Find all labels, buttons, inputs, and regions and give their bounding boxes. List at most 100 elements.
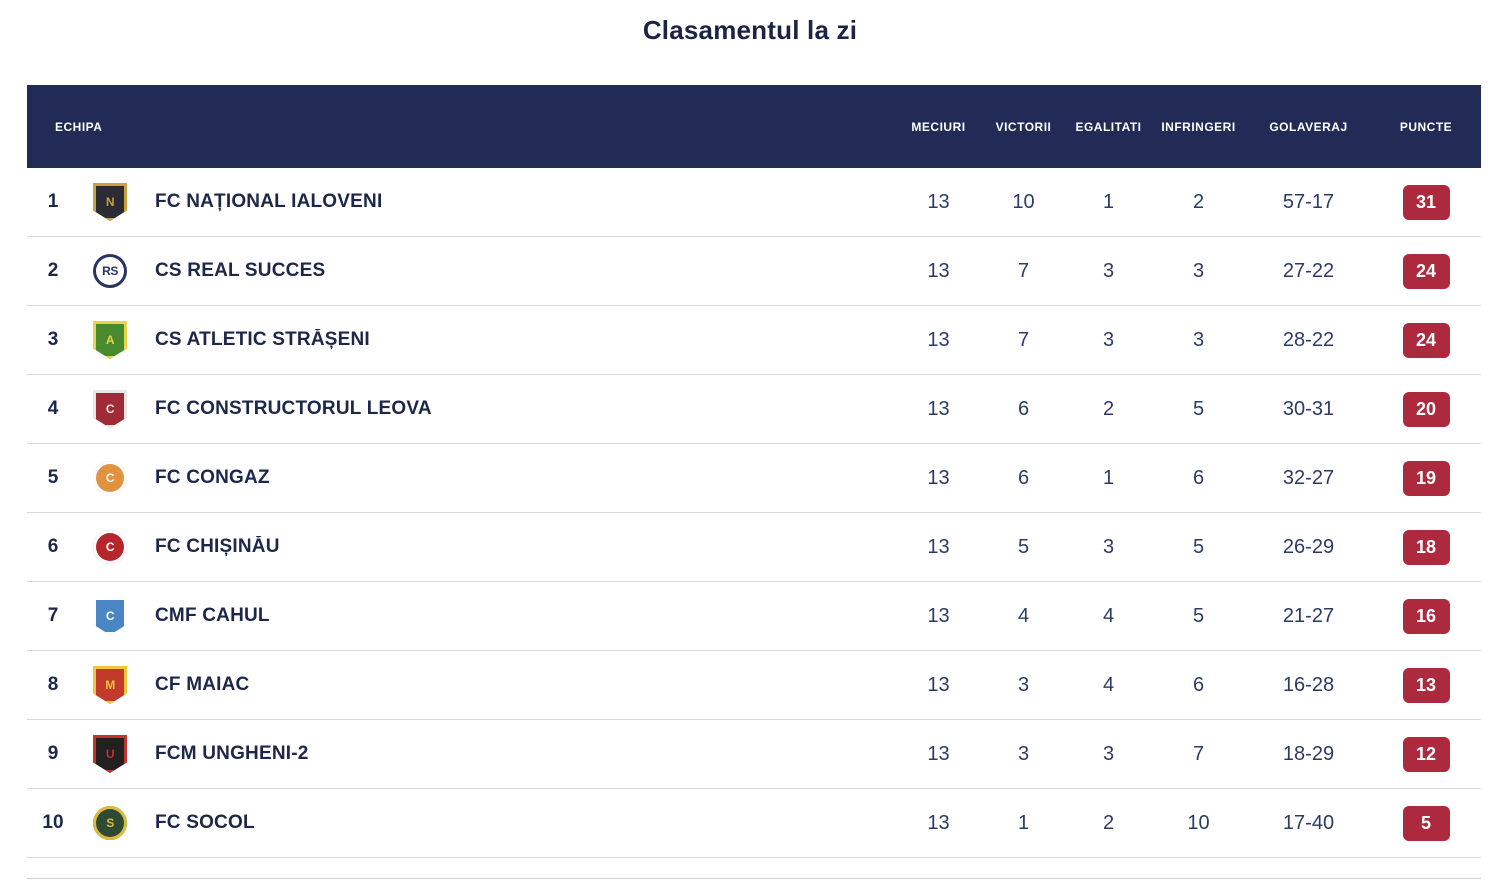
table-header-row: ECHIPA MECIURI VICTORII EGALITATI INFRIN… (27, 85, 1481, 168)
points-cell: 31 (1371, 184, 1481, 220)
team-name: FC CONSTRUCTORUL LEOVA (155, 398, 432, 419)
wins-value: 3 (1017, 742, 1030, 765)
draws-value: 2 (1102, 811, 1115, 834)
table-row: 8 M CF MAIAC 13 3 4 6 16-28 13 (27, 651, 1481, 720)
team-crest-cell: C (79, 390, 141, 428)
team-name: CS REAL SUCCES (155, 260, 326, 281)
team-crest-initial: C (105, 402, 115, 416)
team-crest-cell: RS (79, 254, 141, 288)
draws-value: 4 (1102, 673, 1115, 696)
goal-difference-value: 26-29 (1282, 535, 1335, 558)
position-number: 4 (47, 398, 59, 419)
points-badge: 13 (1402, 667, 1450, 703)
wins-value: 7 (1017, 259, 1030, 282)
points-cell: 24 (1371, 322, 1481, 358)
draws-value: 3 (1102, 259, 1115, 282)
team-crest-cell: U (79, 735, 141, 773)
team-name: CF MAIAC (155, 674, 250, 695)
team-crest-cell: C (79, 530, 141, 564)
matches-played-value: 13 (927, 811, 950, 834)
wins-value: 10 (1012, 190, 1035, 213)
position-number: 10 (42, 812, 64, 833)
position-number: 5 (47, 467, 59, 488)
column-header-puncte: PUNCTE (1399, 119, 1453, 134)
matches-played-value: 13 (927, 466, 950, 489)
matches-played-value: 13 (927, 673, 950, 696)
wins-value: 4 (1017, 604, 1030, 627)
goal-difference-value: 30-31 (1282, 397, 1335, 420)
points-cell: 13 (1371, 667, 1481, 703)
table-row: 3 A CS ATLETIC STRĂȘENI 13 7 3 3 28-22 2… (27, 306, 1481, 375)
team-crest-initial: C (105, 609, 115, 623)
points-badge: 19 (1402, 460, 1450, 496)
table-row: 5 C FC CONGAZ 13 6 1 6 32-27 19 (27, 444, 1481, 513)
points-badge: 18 (1402, 529, 1450, 565)
team-name: FC NAȚIONAL IALOVENI (155, 191, 383, 212)
matches-played-value: 13 (927, 604, 950, 627)
points-cell: 18 (1371, 529, 1481, 565)
wins-value: 6 (1017, 466, 1030, 489)
matches-played-value: 13 (927, 190, 950, 213)
points-badge: 16 (1402, 598, 1450, 634)
column-header-egalitati: EGALITATI (1075, 119, 1142, 134)
goal-difference-value: 18-29 (1282, 742, 1335, 765)
table-row: 1 N FC NAȚIONAL IALOVENI 13 10 1 2 57-17… (27, 168, 1481, 237)
losses-value: 10 (1187, 811, 1210, 834)
draws-value: 1 (1102, 466, 1115, 489)
wins-value: 6 (1017, 397, 1030, 420)
section-divider (27, 878, 1481, 879)
points-badge: 24 (1402, 253, 1450, 289)
points-badge: 5 (1402, 805, 1450, 841)
column-header-victorii: VICTORII (995, 119, 1052, 134)
goal-difference-value: 17-40 (1282, 811, 1335, 834)
team-crest-initial: N (105, 195, 115, 209)
position-number: 2 (47, 260, 59, 281)
team-name: CMF CAHUL (155, 605, 270, 626)
table-row: 6 C FC CHIȘINĂU 13 5 3 5 26-29 18 (27, 513, 1481, 582)
matches-played-value: 13 (927, 328, 950, 351)
position-number: 1 (47, 191, 59, 212)
table-body: 1 N FC NAȚIONAL IALOVENI 13 10 1 2 57-17… (27, 168, 1481, 858)
points-cell: 12 (1371, 736, 1481, 772)
team-crest-cell: A (79, 321, 141, 359)
position-number: 9 (47, 743, 59, 764)
team-crest-cell: C (79, 597, 141, 635)
table-row: 4 C FC CONSTRUCTORUL LEOVA 13 6 2 5 30-3… (27, 375, 1481, 444)
points-cell: 5 (1371, 805, 1481, 841)
draws-value: 1 (1102, 190, 1115, 213)
team-crest-cell: S (79, 806, 141, 840)
losses-value: 2 (1192, 190, 1205, 213)
team-crest-icon: C (93, 530, 127, 564)
table-row: 10 S FC SOCOL 13 1 2 10 17-40 5 (27, 789, 1481, 858)
goal-difference-value: 16-28 (1282, 673, 1335, 696)
draws-value: 3 (1102, 742, 1115, 765)
losses-value: 6 (1192, 466, 1205, 489)
points-badge: 24 (1402, 322, 1450, 358)
table-row: 2 RS CS REAL SUCCES 13 7 3 3 27-22 24 (27, 237, 1481, 306)
position-number: 7 (47, 605, 59, 626)
losses-value: 5 (1192, 397, 1205, 420)
team-crest-initial: S (106, 816, 114, 830)
team-crest-initial: U (105, 747, 115, 761)
team-crest-icon: S (93, 806, 127, 840)
losses-value: 7 (1192, 742, 1205, 765)
team-crest-cell: N (79, 183, 141, 221)
wins-value: 1 (1017, 811, 1030, 834)
column-header-echipa: ECHIPA (55, 119, 103, 134)
losses-value: 6 (1192, 673, 1205, 696)
column-header-infringeri: INFRINGERI (1161, 119, 1236, 134)
goal-difference-value: 28-22 (1282, 328, 1335, 351)
team-crest-icon: RS (93, 254, 127, 288)
team-crest-icon: N (93, 183, 127, 221)
points-cell: 24 (1371, 253, 1481, 289)
team-crest-icon: A (93, 321, 127, 359)
team-crest-initial: RS (102, 264, 118, 278)
losses-value: 3 (1192, 328, 1205, 351)
losses-value: 5 (1192, 604, 1205, 627)
draws-value: 2 (1102, 397, 1115, 420)
table-row: 9 U FCM UNGHENI-2 13 3 3 7 18-29 12 (27, 720, 1481, 789)
page-title: Clasamentul la zi (642, 15, 858, 45)
losses-value: 5 (1192, 535, 1205, 558)
points-cell: 19 (1371, 460, 1481, 496)
team-crest-icon: C (93, 597, 127, 635)
